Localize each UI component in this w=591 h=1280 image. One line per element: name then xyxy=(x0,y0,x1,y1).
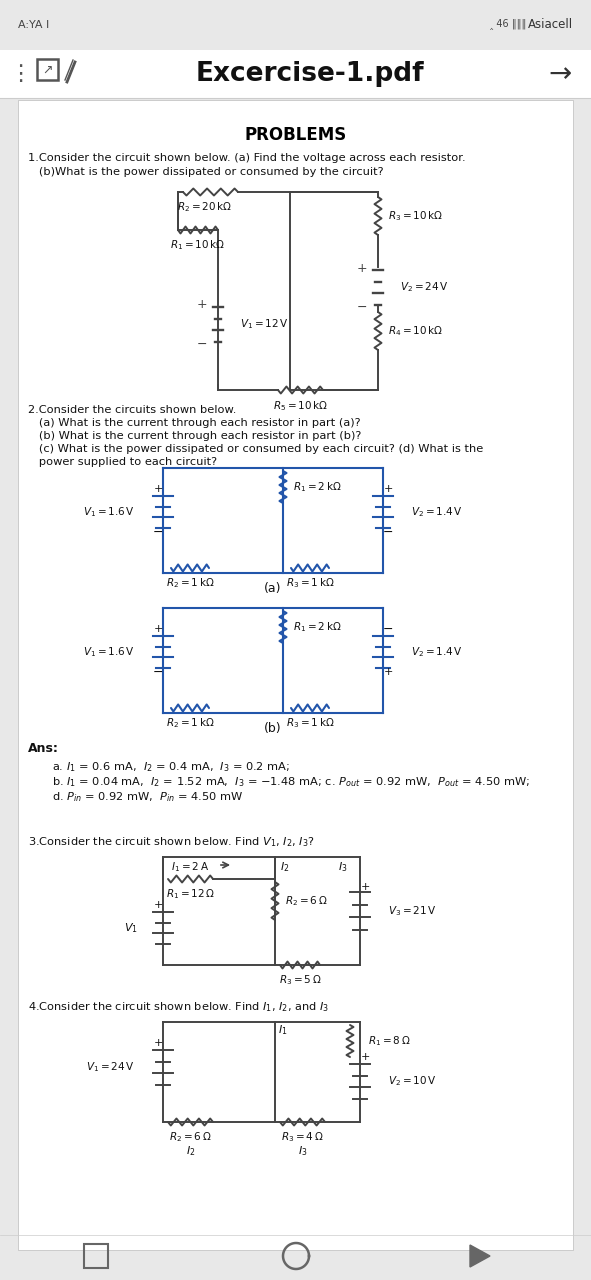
Text: $R_2 = 1\,\mathrm{k}\Omega$: $R_2 = 1\,\mathrm{k}\Omega$ xyxy=(165,576,215,590)
Text: $I_2$: $I_2$ xyxy=(186,1144,195,1158)
Text: A:YA I: A:YA I xyxy=(18,20,49,29)
Text: $I_3$: $I_3$ xyxy=(338,860,348,874)
Text: →: → xyxy=(548,60,571,88)
Text: (b)What is the power dissipated or consumed by the circuit?: (b)What is the power dissipated or consu… xyxy=(28,166,384,177)
Text: $V_1 = 1.6\,\mathrm{V}$: $V_1 = 1.6\,\mathrm{V}$ xyxy=(83,506,135,518)
Text: $I_1$: $I_1$ xyxy=(278,1023,287,1037)
FancyBboxPatch shape xyxy=(0,0,591,50)
Text: $R_3 = 5\,\Omega$: $R_3 = 5\,\Omega$ xyxy=(279,973,322,987)
Text: ↗: ↗ xyxy=(42,64,52,77)
Text: +: + xyxy=(197,298,207,311)
Text: $V_2 = 1.4\,\mathrm{V}$: $V_2 = 1.4\,\mathrm{V}$ xyxy=(411,645,463,659)
Text: Ans:: Ans: xyxy=(28,742,59,755)
Text: −: − xyxy=(357,301,367,314)
Text: $V_2 = 24\,\mathrm{V}$: $V_2 = 24\,\mathrm{V}$ xyxy=(400,280,449,294)
Text: −: − xyxy=(197,338,207,351)
Text: $R_3 = 1\,\mathrm{k}\Omega$: $R_3 = 1\,\mathrm{k}\Omega$ xyxy=(285,576,335,590)
Text: d. $P_{in}$ = 0.92 mW,  $P_{in}$ = 4.50 mW: d. $P_{in}$ = 0.92 mW, $P_{in}$ = 4.50 m… xyxy=(52,790,243,804)
Text: +: + xyxy=(153,1038,163,1048)
Text: +: + xyxy=(384,667,392,677)
Text: +: + xyxy=(361,882,370,892)
Text: +: + xyxy=(384,484,392,494)
Text: $V_1 = 24\,\mathrm{V}$: $V_1 = 24\,\mathrm{V}$ xyxy=(86,1061,135,1074)
Text: $R_2 = 1\,\mathrm{k}\Omega$: $R_2 = 1\,\mathrm{k}\Omega$ xyxy=(165,716,215,730)
Text: $R_4 = 10\,\mathrm{k}\Omega$: $R_4 = 10\,\mathrm{k}\Omega$ xyxy=(388,324,443,338)
Text: (a): (a) xyxy=(264,582,282,595)
Text: −: − xyxy=(152,666,163,678)
Text: a. $I_1$ = 0.6 mA,  $I_2$ = 0.4 mA,  $I_3$ = 0.2 mA;: a. $I_1$ = 0.6 mA, $I_2$ = 0.4 mA, $I_3$… xyxy=(52,760,290,774)
FancyBboxPatch shape xyxy=(0,50,591,99)
Text: (b): (b) xyxy=(264,722,282,735)
Text: $R_2 = 6\,\Omega$: $R_2 = 6\,\Omega$ xyxy=(285,895,327,908)
Text: $R_1 = 2\,\mathrm{k}\Omega$: $R_1 = 2\,\mathrm{k}\Omega$ xyxy=(293,620,342,634)
Text: $V_1 = 1.6\,\mathrm{V}$: $V_1 = 1.6\,\mathrm{V}$ xyxy=(83,645,135,659)
Text: $R_2 = 6\,\Omega$: $R_2 = 6\,\Omega$ xyxy=(169,1130,212,1144)
Text: $R_3 = 1\,\mathrm{k}\Omega$: $R_3 = 1\,\mathrm{k}\Omega$ xyxy=(285,716,335,730)
Text: $R_2 = 20\,\mathrm{k}\Omega$: $R_2 = 20\,\mathrm{k}\Omega$ xyxy=(177,200,232,214)
Polygon shape xyxy=(470,1245,490,1267)
Text: (b) What is the current through each resistor in part (b)?: (b) What is the current through each res… xyxy=(28,431,361,442)
Text: $V_2 = 1.4\,\mathrm{V}$: $V_2 = 1.4\,\mathrm{V}$ xyxy=(411,506,463,518)
Text: $R_5 = 10\,\mathrm{k}\Omega$: $R_5 = 10\,\mathrm{k}\Omega$ xyxy=(273,399,328,412)
Text: Excercise-1.pdf: Excercise-1.pdf xyxy=(196,61,424,87)
Text: b. $I_1$ = 0.04 mA,  $I_2$ = 1.52 mA,  $I_3$ = $-$1.48 mA; c. $P_{out}$ = 0.92 m: b. $I_1$ = 0.04 mA, $I_2$ = 1.52 mA, $I_… xyxy=(52,774,530,788)
Text: +: + xyxy=(153,900,163,910)
Text: +: + xyxy=(357,261,368,274)
Text: $I_3$: $I_3$ xyxy=(298,1144,307,1158)
Text: $V_3 = 21\,\mathrm{V}$: $V_3 = 21\,\mathrm{V}$ xyxy=(388,904,437,918)
Text: −: − xyxy=(152,526,163,539)
Text: $R_1 = 10\,\mathrm{k}\Omega$: $R_1 = 10\,\mathrm{k}\Omega$ xyxy=(170,238,226,252)
Text: +: + xyxy=(153,484,163,494)
Text: +: + xyxy=(153,623,163,634)
Text: power supplied to each circuit?: power supplied to each circuit? xyxy=(28,457,217,467)
Text: $R_1 = 12\,\Omega$: $R_1 = 12\,\Omega$ xyxy=(166,887,215,901)
Text: ‸ 46 ‖‖‖: ‸ 46 ‖‖‖ xyxy=(490,19,527,31)
Text: 4.Consider the circuit shown below. Find $I_1$, $I_2$, and $I_3$: 4.Consider the circuit shown below. Find… xyxy=(28,1000,329,1014)
Text: 2.Consider the circuits shown below.: 2.Consider the circuits shown below. xyxy=(28,404,236,415)
Text: +: + xyxy=(361,1052,370,1062)
Text: ⋮: ⋮ xyxy=(9,64,31,84)
Text: $R_3 = 4\,\Omega$: $R_3 = 4\,\Omega$ xyxy=(281,1130,324,1144)
Text: $R_1 = 2\,\mathrm{k}\Omega$: $R_1 = 2\,\mathrm{k}\Omega$ xyxy=(293,480,342,494)
Text: 3.Consider the circuit shown below. Find $V_1$, $I_2$, $I_3$?: 3.Consider the circuit shown below. Find… xyxy=(28,835,315,849)
Text: Asiacell: Asiacell xyxy=(528,18,573,32)
Text: (c) What is the power dissipated or consumed by each circuit? (d) What is the: (c) What is the power dissipated or cons… xyxy=(28,444,483,454)
Text: $V_1$: $V_1$ xyxy=(124,922,138,934)
Text: PROBLEMS: PROBLEMS xyxy=(245,125,347,143)
Text: −: − xyxy=(383,622,393,635)
Text: $I_2$: $I_2$ xyxy=(280,860,290,874)
Text: $I_1 = 2\,\mathrm{A}$: $I_1 = 2\,\mathrm{A}$ xyxy=(171,860,209,874)
FancyBboxPatch shape xyxy=(18,100,573,1251)
Text: (a) What is the current through each resistor in part (a)?: (a) What is the current through each res… xyxy=(28,419,361,428)
Text: $V_2 = 10\,\mathrm{V}$: $V_2 = 10\,\mathrm{V}$ xyxy=(388,1075,437,1088)
Text: $R_3 = 10\,\mathrm{k}\Omega$: $R_3 = 10\,\mathrm{k}\Omega$ xyxy=(388,209,443,223)
Text: −: − xyxy=(383,526,393,539)
Text: $R_1 = 8\,\Omega$: $R_1 = 8\,\Omega$ xyxy=(368,1034,411,1048)
Text: $V_1 = 12\,\mathrm{V}$: $V_1 = 12\,\mathrm{V}$ xyxy=(240,317,288,332)
Text: 1.Consider the circuit shown below. (a) Find the voltage across each resistor.: 1.Consider the circuit shown below. (a) … xyxy=(28,154,466,163)
